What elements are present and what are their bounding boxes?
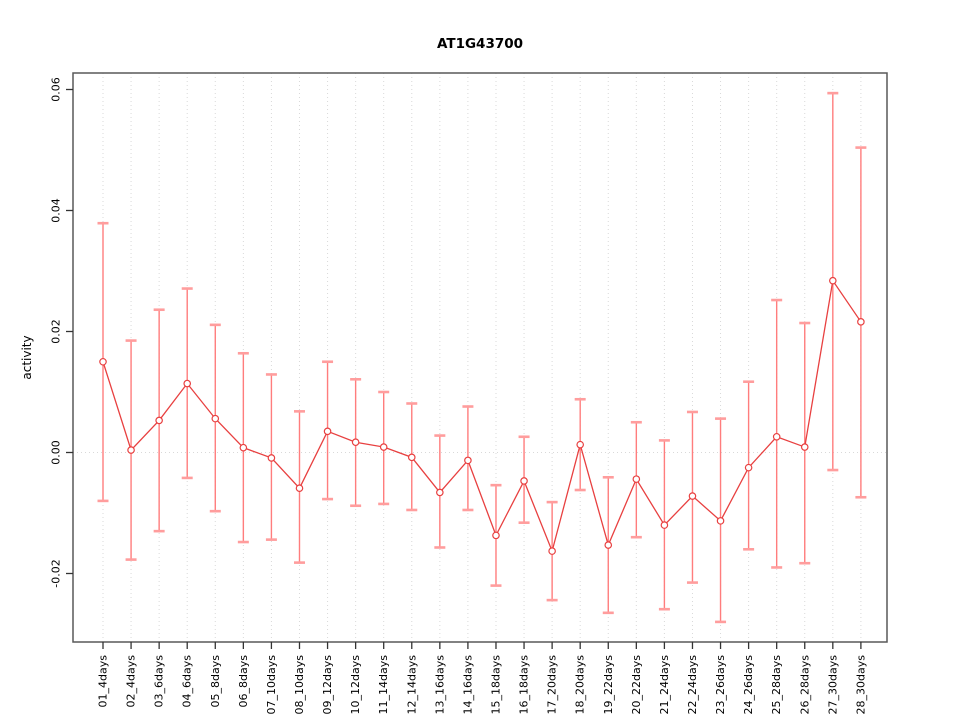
x-tick-label: 11_14days (377, 655, 390, 715)
data-point (772, 432, 781, 441)
y-tick-label: 0.04 (50, 198, 63, 223)
data-point (379, 443, 388, 451)
data-point (99, 357, 107, 366)
data-point (267, 454, 276, 462)
series-line (102, 278, 862, 554)
x-tick-label: 18_20days (574, 655, 587, 715)
x-tick-label: 14_16days (461, 655, 474, 715)
x-tick-label: 13_16days (433, 655, 446, 715)
x-tick-label: 06_8days (237, 655, 250, 708)
x-tick-label: 24_26days (742, 655, 755, 715)
data-point (211, 414, 220, 423)
data-point (604, 541, 613, 549)
y-tick-label: 0.06 (50, 77, 63, 102)
data-point (800, 443, 809, 451)
x-tick-label: 08_10days (293, 655, 306, 715)
data-point (548, 547, 556, 555)
x-tick-label: 20_22days (630, 655, 643, 715)
data-point (464, 456, 472, 465)
data-point (520, 477, 528, 485)
x-tick-label: 09_12days (321, 655, 334, 715)
data-point (239, 443, 248, 452)
y-tick-label: 0.02 (50, 319, 63, 344)
x-tick-label: 12_14days (405, 655, 418, 715)
data-point (183, 379, 192, 388)
x-tick-label: 25_28days (770, 655, 783, 715)
x-tick-label: 21_24days (658, 655, 671, 715)
x-tick-label: 19_22days (602, 655, 615, 715)
x-tick-label: 16_18days (518, 655, 531, 715)
chart-title: AT1G43700 (436, 36, 524, 52)
x-tick-label: 04_6days (181, 655, 194, 708)
data-point (436, 488, 444, 497)
x-tick-label: 15_18days (489, 655, 502, 715)
y-tick-label: 0.00 (50, 440, 63, 465)
data-point (632, 475, 641, 483)
data-point (744, 463, 753, 472)
y-axis-label: activity (20, 335, 34, 379)
data-point (407, 453, 416, 462)
data-point (857, 318, 865, 326)
x-tick-label: 17_20days (546, 655, 559, 715)
plot-box (72, 72, 888, 643)
data-point (492, 531, 500, 540)
y-tick-label: -0.02 (50, 559, 63, 587)
x-tick-label: 03_6days (153, 655, 166, 708)
data-point (351, 438, 360, 447)
data-point (829, 276, 837, 285)
x-tick-label: 02_4days (125, 655, 138, 708)
x-tick-label: 26_28days (798, 655, 811, 715)
data-point (295, 484, 304, 492)
x-tick-label: 23_26days (714, 655, 727, 715)
x-tick-label: 05_8days (209, 655, 222, 708)
x-tick-label: 01_4days (97, 655, 110, 708)
data-point (716, 517, 725, 525)
data-point (576, 440, 584, 449)
x-tick-label: 28_30days (854, 655, 867, 715)
data-point (155, 416, 163, 425)
x-tick-label: 22_24days (686, 655, 699, 715)
data-point (660, 521, 669, 529)
data-point (688, 492, 697, 500)
data-point (127, 446, 135, 454)
data-point (323, 427, 332, 436)
x-tick-label: 27_30days (826, 655, 839, 715)
x-tick-label: 07_10days (265, 655, 278, 715)
x-tick-label: 10_12days (349, 655, 362, 715)
